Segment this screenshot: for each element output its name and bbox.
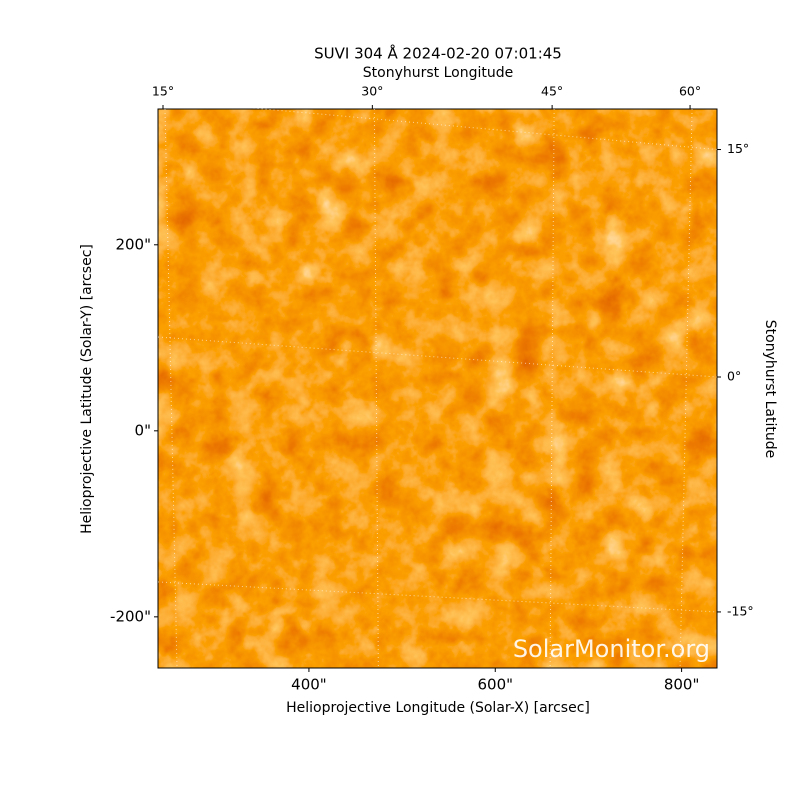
y2-tick-label: 15° [727,141,749,156]
x-tick-label: 800" [664,676,700,694]
y-tick-label: 0" [135,421,151,439]
axes-frame [157,108,718,669]
x2-tick-label: 30° [361,84,383,99]
y2-axis-label: Stonyhurst Latitude [762,320,778,458]
x-axis-label: Helioprojective Longitude (Solar-X) [arc… [286,700,590,716]
x2-tick-label: 45° [541,84,563,99]
y2-tick-label: 0° [727,369,741,384]
x-tick-label: 600" [477,676,513,694]
x-tick-label: 400" [291,676,327,694]
watermark: SolarMonitor.org [513,635,710,663]
grid-line [157,99,718,151]
y-tick-label: -200" [110,607,151,625]
y-tick-label: 200" [115,235,151,253]
solar-image [158,109,717,668]
y-axis-label: Helioprojective Latitude (Solar-Y) [arcs… [79,244,95,534]
grid-line [157,336,718,378]
x2-tick-label: 60° [679,84,701,99]
x2-tick-label: 15° [152,84,174,99]
y2-tick-label: -15° [727,603,754,618]
chart-title: SUVI 304 Å 2024-02-20 07:01:45 [314,44,562,63]
x2-axis-label: Stonyhurst Longitude [363,65,513,81]
